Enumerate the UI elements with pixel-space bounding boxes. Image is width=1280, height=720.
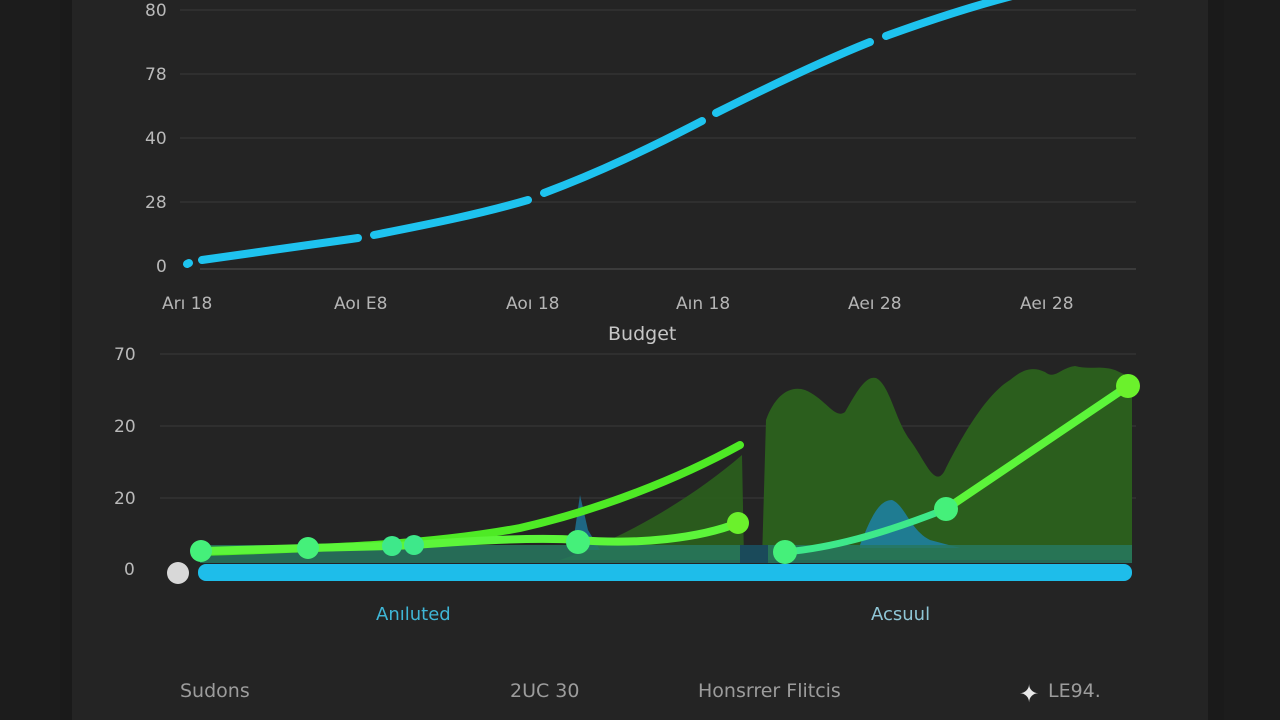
frame-edge-left: [60, 0, 72, 720]
baseline-bar: [198, 564, 1132, 581]
actual-markers: [190, 374, 1140, 564]
footer-right-value: LE94.: [1048, 680, 1101, 702]
x-tick: Aeı 28: [848, 294, 902, 314]
teal-band-dark: [740, 545, 768, 563]
volume-area: [762, 366, 1132, 560]
x-tick: Aoı E8: [334, 294, 387, 314]
x-tick: Aın 18: [676, 294, 730, 314]
x-tick: Arı 18: [162, 294, 212, 314]
chart-title-budget: Budget: [608, 323, 676, 345]
cyan-trend-line: [183, 0, 1013, 268]
y-tick: 20: [114, 489, 136, 509]
data-point[interactable]: [190, 540, 212, 562]
x-tick: Aeı 28: [1020, 294, 1074, 314]
sparkle-icon[interactable]: ✦: [1018, 680, 1040, 708]
top-chart: 80 78 40 28 0 Arı 18 Aoı E8 Aoı 18 Aın 1…: [145, 0, 1136, 314]
data-point[interactable]: [727, 512, 749, 534]
bottom-y-axis: 70 20 20 0: [114, 345, 136, 580]
chart-panel: [72, 0, 1208, 720]
y-tick: 40: [145, 129, 167, 149]
data-point[interactable]: [934, 497, 958, 521]
frame-edge-right: [1208, 0, 1224, 720]
y-tick: 0: [156, 257, 167, 277]
y-tick: 28: [145, 193, 167, 213]
legend-item-actual[interactable]: Acsuul: [871, 604, 930, 625]
footer-left-label: Sudons: [180, 680, 250, 702]
data-point[interactable]: [773, 540, 797, 564]
footer-value: 2UC 30: [510, 680, 580, 702]
data-point[interactable]: [1116, 374, 1140, 398]
y-tick: 78: [145, 65, 167, 85]
y-tick: 20: [114, 417, 136, 437]
data-point[interactable]: [404, 535, 424, 555]
y-tick: 70: [114, 345, 136, 365]
data-point[interactable]: [566, 530, 590, 554]
x-tick: Aoı 18: [506, 294, 560, 314]
teal-band: [200, 545, 1132, 563]
y-tick: 0: [124, 560, 135, 580]
footer-center-label: Honsrrer Flitcis: [698, 680, 841, 702]
data-point[interactable]: [297, 537, 319, 559]
top-x-axis: Arı 18 Aoı E8 Aoı 18 Aın 18 Aeı 28 Aeı 2…: [162, 294, 1074, 314]
origin-marker: [167, 562, 189, 584]
y-tick: 80: [145, 1, 167, 21]
bottom-chart: 70 20 20 0: [114, 345, 1140, 584]
data-point[interactable]: [382, 536, 402, 556]
actual-line: [781, 505, 950, 556]
legend-item-anluted[interactable]: Anıluted: [376, 604, 451, 625]
actual-line: [942, 382, 1132, 513]
top-gridlines: [180, 9, 1136, 270]
top-y-axis: 80 78 40 28 0: [145, 1, 167, 277]
